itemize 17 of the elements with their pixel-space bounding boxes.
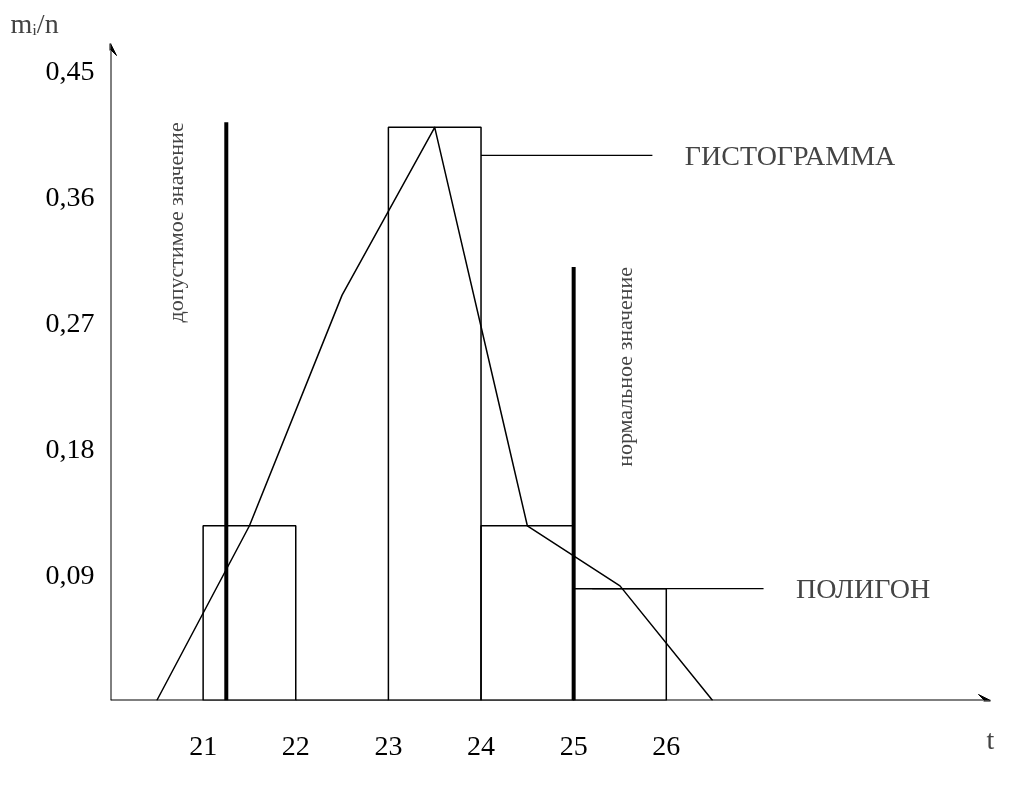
x-tick-label: 22 <box>281 729 310 761</box>
annotation: ПОЛИГОН <box>795 573 931 605</box>
y-tick-label: 0,36 <box>45 181 95 213</box>
x-tick-label: 24 <box>467 729 496 761</box>
y-tick-label: 0,18 <box>45 432 95 464</box>
x-tick-label: 21 <box>189 729 218 761</box>
x-tick-label: 25 <box>559 729 588 761</box>
y-tick-label: 0,45 <box>45 55 95 87</box>
ref-line-label: допустимое значение <box>162 122 188 323</box>
annotation: ГИСТОГРАММА <box>684 139 897 171</box>
x-tick-label: 26 <box>652 729 681 761</box>
ref-line-label: нормальное значение <box>612 266 638 467</box>
y-tick-label: 0,27 <box>45 307 95 339</box>
x-axis-title: t <box>986 723 995 755</box>
y-tick-label: 0,09 <box>45 558 95 590</box>
x-tick-label: 23 <box>374 729 403 761</box>
y-axis-title: mᵢ/n <box>10 7 59 39</box>
